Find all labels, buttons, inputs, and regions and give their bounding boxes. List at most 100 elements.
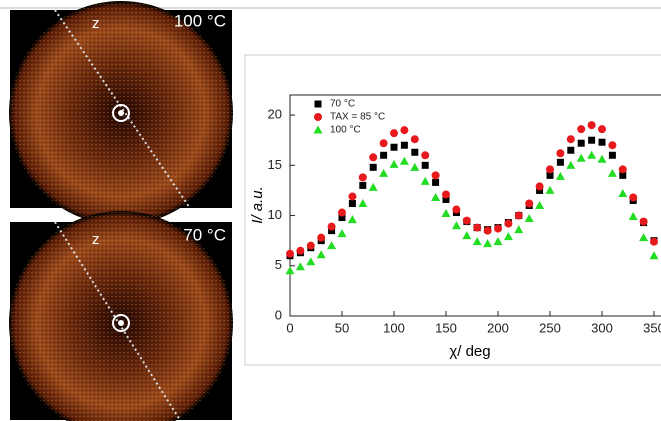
point: [348, 199, 356, 207]
point: [348, 192, 357, 201]
point: [306, 257, 316, 266]
point: [576, 153, 586, 162]
legend-marker: [314, 100, 322, 108]
point: [546, 165, 554, 174]
point: [587, 121, 596, 130]
x-tick-label: 300: [591, 320, 613, 335]
point: [410, 162, 420, 171]
y-tick-label: 10: [268, 207, 282, 222]
temperature-label: 70 °C: [183, 225, 226, 244]
point: [503, 232, 513, 241]
point: [598, 125, 606, 134]
point: [608, 141, 617, 150]
point: [452, 205, 461, 214]
point: [639, 217, 648, 226]
axis-label: z: [92, 231, 100, 248]
x-tick-label: 0: [286, 320, 293, 335]
image-panel: z 100 °C: [9, 1, 233, 225]
point: [587, 150, 597, 159]
y-tick-label: 20: [268, 107, 282, 122]
point: [577, 125, 586, 134]
point: [420, 176, 430, 185]
x-tick-label: 150: [435, 320, 457, 335]
point: [514, 211, 523, 220]
point: [629, 193, 638, 202]
legend-label: 70 °C: [330, 99, 355, 110]
point: [525, 199, 534, 208]
point: [369, 153, 378, 162]
point: [400, 141, 408, 149]
point: [338, 208, 346, 217]
point: [390, 129, 398, 138]
point: [399, 156, 409, 165]
point: [431, 171, 440, 180]
point: [411, 148, 419, 156]
legend-marker: [314, 113, 322, 121]
point: [567, 146, 575, 154]
point: [462, 231, 472, 240]
x-tick-label: 350: [643, 320, 661, 335]
point: [369, 163, 377, 171]
temperature-label: 100 °C: [174, 11, 226, 30]
point: [379, 139, 388, 148]
x-axis-label: χ/ deg: [449, 343, 490, 360]
point: [493, 237, 503, 246]
point: [556, 158, 564, 166]
point: [295, 262, 305, 271]
point: [556, 149, 565, 158]
point: [390, 143, 398, 151]
point: [327, 241, 337, 250]
point: [431, 192, 441, 201]
point: [400, 126, 409, 135]
point: [566, 160, 576, 169]
point: [535, 182, 544, 191]
point: [555, 171, 565, 180]
point: [650, 237, 658, 246]
point: [410, 135, 419, 144]
point: [577, 139, 585, 147]
point: [359, 181, 367, 189]
point: [296, 246, 305, 255]
point: [598, 138, 606, 146]
legend-label: TAX = 85 °C: [330, 112, 385, 123]
axis-label: z: [92, 15, 100, 32]
image-panel: z 70 °C: [9, 211, 233, 421]
point: [389, 159, 399, 168]
point: [607, 168, 617, 177]
point: [442, 195, 450, 203]
point: [328, 227, 336, 235]
point: [473, 223, 482, 232]
x-tick-label: 250: [539, 320, 561, 335]
legend-marker: [313, 125, 323, 134]
point: [545, 185, 555, 194]
point: [504, 219, 513, 228]
legend-label: 100 °C: [330, 125, 361, 136]
point: [494, 224, 502, 233]
x-tick-label: 200: [487, 320, 509, 335]
point: [639, 233, 649, 242]
point: [608, 151, 616, 159]
point: [472, 237, 482, 246]
point: [285, 266, 295, 275]
point: [316, 250, 326, 259]
point: [597, 154, 607, 163]
y-tick-label: 0: [275, 307, 282, 322]
point: [588, 136, 596, 144]
point: [546, 171, 554, 179]
point: [358, 173, 367, 182]
point: [618, 188, 628, 197]
point: [380, 151, 388, 159]
point: [462, 216, 471, 225]
point: [628, 212, 638, 221]
point: [368, 182, 378, 191]
point: [421, 161, 429, 169]
point: [566, 135, 575, 144]
point: [524, 214, 534, 223]
point: [327, 222, 336, 231]
point: [379, 168, 389, 177]
y-tick-label: 15: [268, 157, 282, 172]
point: [483, 226, 492, 235]
point: [286, 249, 294, 258]
x-tick-label: 50: [335, 320, 349, 335]
